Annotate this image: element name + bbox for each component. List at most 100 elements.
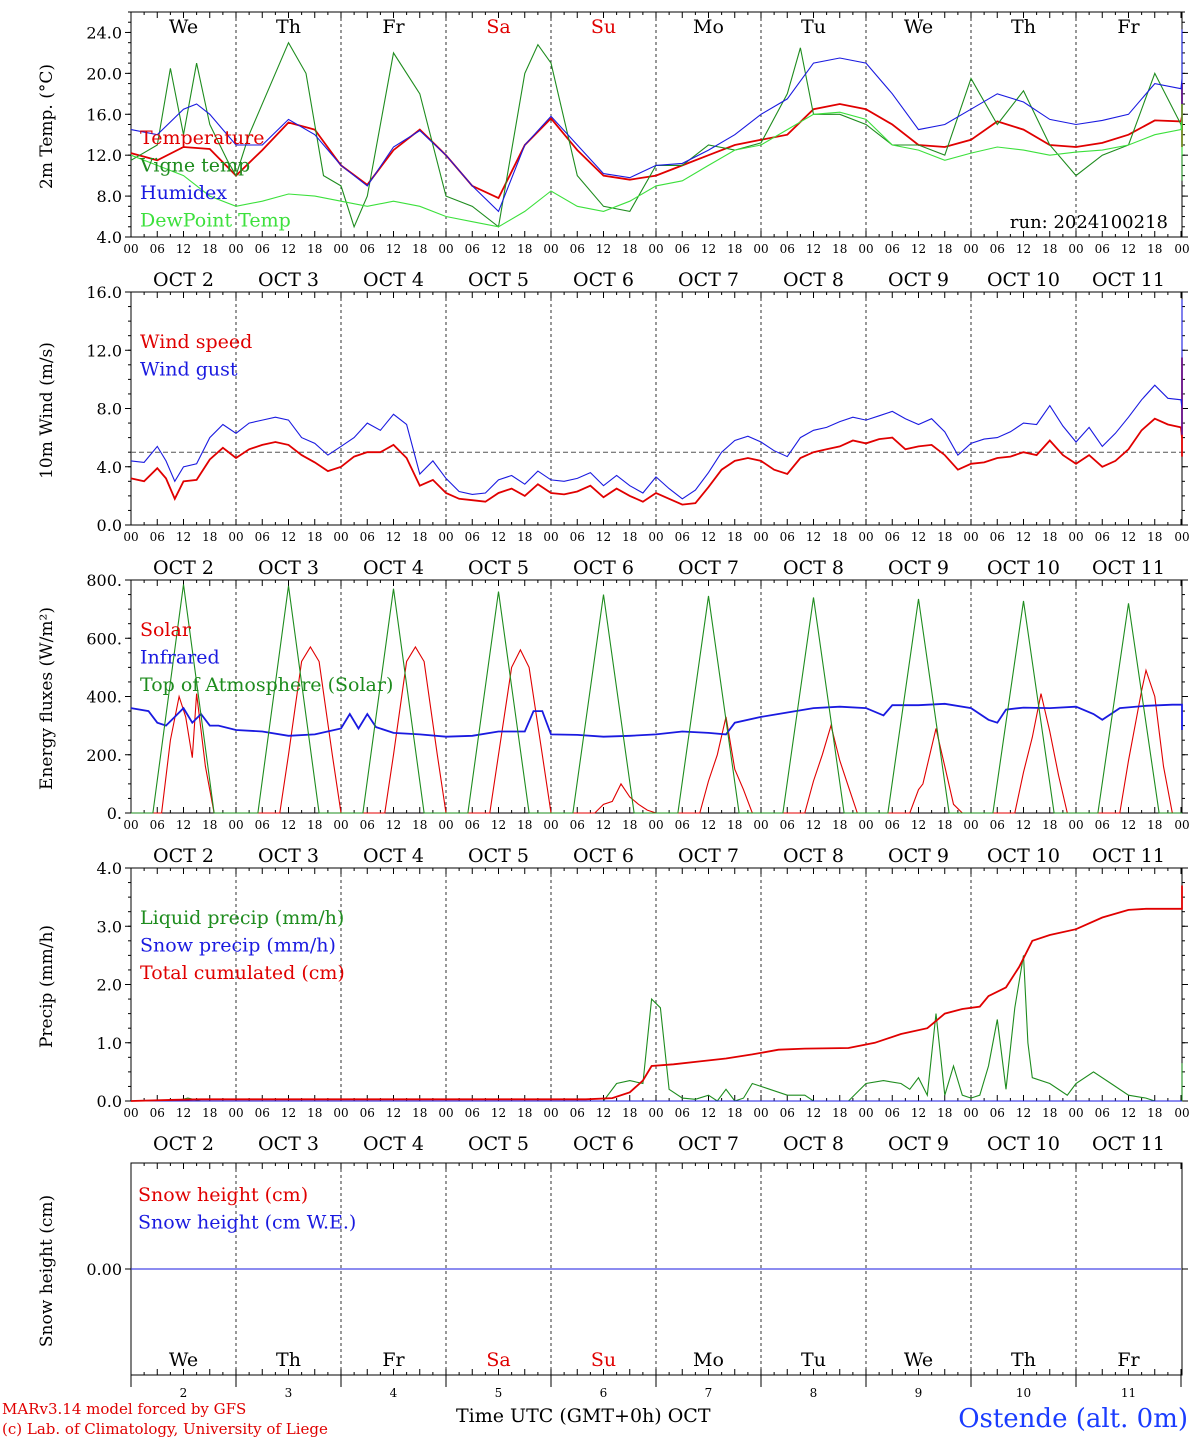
series-line-0 (130, 357, 1183, 506)
date-label: OCT 10 (987, 1133, 1060, 1155)
hour-label: 06 (150, 530, 165, 544)
legend-entry: Snow precip (mm/h) (140, 935, 336, 957)
station-name: Ostende (alt. 0m) (958, 1404, 1188, 1434)
plot-frame (130, 579, 1183, 814)
hour-label: 12 (1121, 530, 1136, 544)
series-line-0 (131, 645, 1182, 814)
date-label: OCT 5 (468, 1133, 529, 1155)
weekday-label: Tu (801, 16, 826, 38)
day-number-label: 8 (810, 1386, 818, 1400)
date-label: OCT 6 (573, 1133, 634, 1155)
y-tick-label: 4.0 (97, 458, 122, 477)
date-label: OCT 3 (258, 845, 319, 867)
weekday-label-bottom: Tu (801, 1349, 826, 1371)
date-label: OCT 11 (1092, 269, 1165, 291)
hour-label: 00 (1068, 242, 1083, 256)
hour-label: 18 (1042, 530, 1057, 544)
weekday-label: Mo (693, 16, 724, 38)
hour-label: 06 (360, 530, 375, 544)
plot-frame (130, 11, 1183, 238)
hour-label: 06 (570, 242, 585, 256)
hour-label: 18 (517, 242, 532, 256)
hour-label: 00 (963, 1106, 978, 1120)
hour-label: 06 (780, 818, 795, 832)
hour-label: 06 (990, 242, 1005, 256)
hour-label: 00 (753, 530, 768, 544)
y-tick-label: 12.0 (86, 341, 122, 360)
series-line-0 (131, 955, 1183, 1102)
date-label: OCT 6 (573, 845, 634, 867)
hour-label: 18 (202, 1106, 217, 1120)
weekday-label: We (169, 16, 198, 38)
hour-label: 00 (1068, 1106, 1083, 1120)
hour-label: 12 (491, 1106, 506, 1120)
hour-label: 12 (176, 818, 191, 832)
hour-label: 06 (465, 242, 480, 256)
hour-label: 18 (307, 530, 322, 544)
hour-label: 18 (727, 530, 742, 544)
hour-label: 18 (937, 242, 952, 256)
hour-label: 12 (176, 242, 191, 256)
y-tick-label: 0.0 (97, 1092, 122, 1111)
hour-label: 00 (543, 530, 558, 544)
date-label: OCT 3 (258, 557, 319, 579)
hour-label: 18 (202, 818, 217, 832)
hour-label: 18 (1042, 1106, 1057, 1120)
date-label: OCT 8 (783, 845, 844, 867)
hour-label: 06 (990, 1106, 1005, 1120)
hour-label: 00 (1174, 818, 1189, 832)
date-label: OCT 6 (573, 557, 634, 579)
hour-label: 06 (780, 530, 795, 544)
hour-label: 00 (333, 530, 348, 544)
panel-2 (125, 579, 1188, 814)
hour-label: 18 (832, 1106, 847, 1120)
y-tick-label: 20.0 (86, 64, 122, 83)
hour-label: 06 (780, 1106, 795, 1120)
hour-label: 06 (1095, 818, 1110, 832)
hour-label: 18 (937, 818, 952, 832)
hour-label: 18 (412, 242, 427, 256)
day-number-label: 6 (600, 1386, 608, 1400)
hour-label: 00 (753, 1106, 768, 1120)
day-number-label: 9 (915, 1386, 923, 1400)
hour-label: 12 (281, 242, 296, 256)
series-line-2 (131, 584, 1182, 814)
hour-label: 06 (675, 1106, 690, 1120)
legend-entry: Total cumulated (cm) (140, 962, 345, 984)
date-label: OCT 10 (987, 269, 1060, 291)
date-label: OCT 11 (1092, 557, 1165, 579)
hour-label: 06 (675, 818, 690, 832)
y-tick-label: 0.00 (86, 1260, 122, 1279)
weekday-label: Fr (382, 16, 405, 38)
hour-label: 06 (150, 818, 165, 832)
day-number-label: 2 (180, 1386, 188, 1400)
hour-label: 06 (465, 530, 480, 544)
hour-label: 18 (517, 818, 532, 832)
hour-label: 12 (596, 530, 611, 544)
date-label: OCT 2 (153, 557, 214, 579)
weekday-label-bottom: Su (591, 1349, 616, 1371)
hour-label: 00 (333, 818, 348, 832)
series-line-0 (130, 83, 1183, 200)
hour-label: 06 (1095, 242, 1110, 256)
legend-entry: Humidex (140, 182, 227, 204)
hour-label: 00 (648, 242, 663, 256)
panel-0 (125, 11, 1188, 238)
hour-label: 18 (622, 818, 637, 832)
date-label: OCT 4 (363, 845, 424, 867)
hour-label: 18 (622, 530, 637, 544)
date-label: OCT 7 (678, 1133, 739, 1155)
hour-label: 12 (386, 530, 401, 544)
hour-label: 06 (1095, 530, 1110, 544)
hour-label: 06 (780, 242, 795, 256)
hour-label: 00 (228, 530, 243, 544)
hour-label: 00 (543, 242, 558, 256)
legend-entry: DewPoint Temp (140, 210, 291, 232)
day-number-label: 7 (705, 1386, 713, 1400)
hour-label: 06 (990, 818, 1005, 832)
y-tick-label: 2.0 (97, 976, 122, 995)
hour-label: 06 (150, 242, 165, 256)
hour-label: 00 (963, 242, 978, 256)
hour-label: 00 (438, 242, 453, 256)
day-number-label: 10 (1016, 1386, 1031, 1400)
